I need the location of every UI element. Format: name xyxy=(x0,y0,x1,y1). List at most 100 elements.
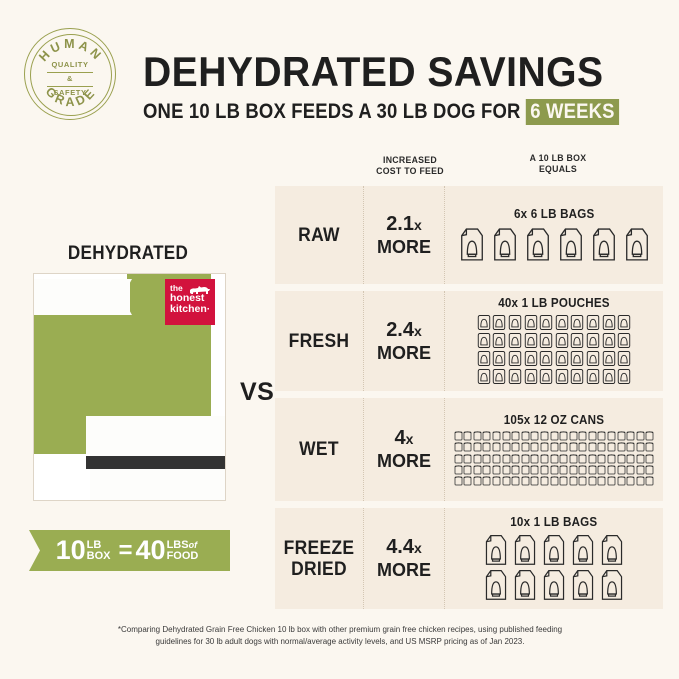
row-label-line1: WET xyxy=(299,439,339,460)
can-icon xyxy=(550,465,558,475)
package-label: 105x 12 OZ CANS xyxy=(503,412,605,427)
can-icon xyxy=(607,465,616,475)
footnote: *Comparing Dehydrated Grain Free Chicken… xyxy=(117,625,563,646)
package-label: 40x 1 LB POUCHES xyxy=(498,296,610,311)
column-header-cost: INCREASED COST TO FEED xyxy=(359,155,460,177)
pouch-icon xyxy=(493,314,506,330)
package-label: 10x 1 LB BAGS xyxy=(510,515,598,529)
ribbon-equals-sign: = xyxy=(118,536,133,564)
badge-arc-text-icon: HUMAN GRADE xyxy=(36,37,102,109)
can-icon xyxy=(559,442,568,452)
row-label: WET xyxy=(279,439,360,460)
can-icon xyxy=(454,476,462,486)
pouch-icon xyxy=(477,369,491,385)
can-icon xyxy=(588,465,597,475)
can-icon xyxy=(473,465,482,475)
can-icon xyxy=(588,442,597,452)
pouch-icon xyxy=(493,369,506,385)
can-icon xyxy=(550,453,558,463)
row-label: RAW xyxy=(279,225,360,246)
ribbon-number-right: 40 xyxy=(135,535,166,565)
can-icon xyxy=(463,476,472,486)
can-icon xyxy=(598,431,606,441)
can-icon xyxy=(492,442,501,452)
pouch-icon xyxy=(539,314,553,330)
can-icon xyxy=(482,453,491,463)
pouch-icon xyxy=(602,314,615,330)
multiplier-value: 4x xyxy=(395,427,414,450)
badge-center-text: QUALITY & SAFETY xyxy=(25,60,115,98)
can-icon xyxy=(607,442,616,452)
ribbon-unit-left-top: LB xyxy=(86,538,102,551)
bag-icon xyxy=(572,570,594,600)
can-icon xyxy=(473,476,482,486)
subtitle-highlight-badge: 6 WEEKS xyxy=(525,99,620,125)
can-icon xyxy=(492,476,501,486)
pouch-icon xyxy=(586,332,600,348)
can-icon xyxy=(530,442,539,452)
package-icon-grid xyxy=(475,313,633,386)
pouch-icon xyxy=(524,332,537,348)
can-icon xyxy=(559,465,568,475)
can-icon xyxy=(550,431,558,441)
can-icon xyxy=(607,431,616,441)
can-icon xyxy=(502,476,510,486)
can-icon xyxy=(636,431,645,441)
pouch-icon xyxy=(617,314,631,330)
can-icon xyxy=(617,453,626,463)
badge-safety-text: SAFETY xyxy=(53,88,87,97)
can-icon xyxy=(454,453,462,463)
versus-label: VS xyxy=(240,378,275,406)
can-icon xyxy=(511,476,520,486)
pouch-icon xyxy=(617,351,631,367)
can-icon xyxy=(454,431,462,441)
pouch-icon xyxy=(508,351,522,367)
multiplier-x-suffix: x xyxy=(405,431,414,447)
column-header-cost-line1: INCREASED xyxy=(383,155,437,166)
can-icon xyxy=(550,476,558,486)
column-header-cost-line2: COST TO FEED xyxy=(376,166,444,177)
bag-icon xyxy=(572,535,594,565)
box-white-bottom-left xyxy=(34,454,90,500)
badge-ampersand: & xyxy=(66,74,74,83)
ribbon-unit-right: LBSof FOOD xyxy=(167,539,199,562)
badge-divider-top xyxy=(47,71,93,73)
pouch-icon xyxy=(555,369,569,385)
can-icon xyxy=(550,442,558,452)
can-icon xyxy=(511,453,520,463)
ribbon-unit-left-bottom: BOX xyxy=(86,549,111,562)
can-icon xyxy=(636,465,645,475)
can-icon xyxy=(626,442,635,452)
pouch-icon xyxy=(539,369,553,385)
can-icon xyxy=(521,453,530,463)
can-icon xyxy=(617,442,626,452)
can-icon xyxy=(646,442,654,452)
pouch-icon xyxy=(555,351,569,367)
table-row: FRESH 2.4x MORE 40x 1 LB POUCHES xyxy=(275,291,663,391)
can-icon xyxy=(578,453,587,463)
can-icon xyxy=(626,431,635,441)
row-cost-multiplier: 4x MORE xyxy=(363,398,445,501)
bag-icon xyxy=(514,570,536,600)
can-icon xyxy=(588,476,597,486)
box-flag-notch xyxy=(122,279,132,315)
can-icon xyxy=(502,453,510,463)
honest-kitchen-logo: the honest kitchen· xyxy=(165,279,215,325)
bag-icon xyxy=(526,227,549,261)
package-label: 6x 6 LB BAGS xyxy=(513,206,595,221)
pouch-icon xyxy=(539,351,553,367)
can-icon xyxy=(626,453,635,463)
dog-silhouette-icon xyxy=(190,286,210,294)
can-icon xyxy=(521,431,530,441)
multiplier-more-label: MORE xyxy=(377,560,431,580)
pouch-icon xyxy=(586,314,600,330)
bag-icon xyxy=(543,570,565,600)
can-icon xyxy=(636,442,645,452)
page-subtitle: ONE 10 LB BOX FEEDS A 30 LB DOG FOR 6 WE… xyxy=(143,99,620,125)
can-icon xyxy=(617,476,626,486)
can-icon xyxy=(530,453,539,463)
bag-icon xyxy=(592,227,615,261)
can-icon xyxy=(454,442,462,452)
pouch-icon xyxy=(493,351,506,367)
multiplier-value: 2.1x xyxy=(386,213,422,236)
